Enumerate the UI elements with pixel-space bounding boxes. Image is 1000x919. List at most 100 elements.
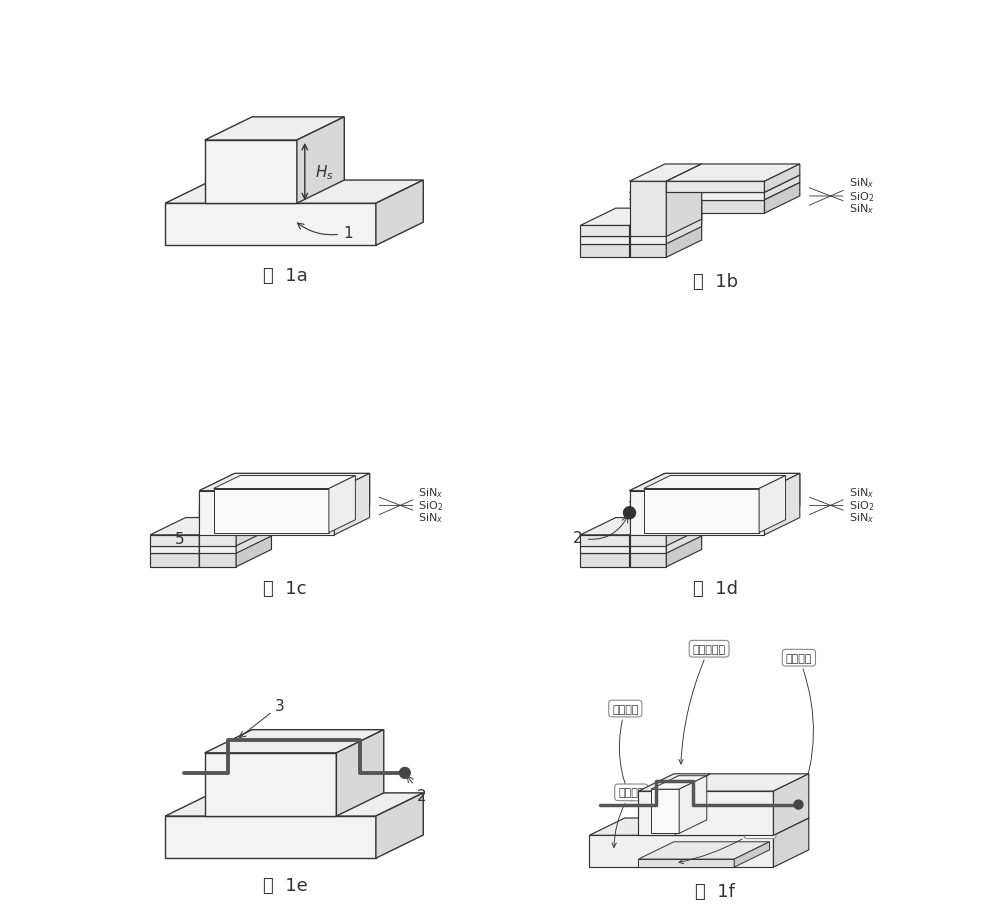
Polygon shape: [630, 485, 702, 502]
Polygon shape: [236, 493, 370, 509]
Polygon shape: [630, 509, 666, 567]
Polygon shape: [675, 774, 809, 791]
Text: SiN$_x$: SiN$_x$: [379, 497, 444, 525]
Polygon shape: [666, 200, 764, 214]
Polygon shape: [630, 165, 702, 182]
Polygon shape: [638, 842, 770, 859]
Circle shape: [624, 507, 635, 519]
Polygon shape: [675, 791, 773, 835]
Polygon shape: [589, 818, 809, 835]
Polygon shape: [666, 474, 800, 491]
Polygon shape: [666, 183, 702, 258]
Polygon shape: [630, 200, 666, 258]
Polygon shape: [199, 474, 271, 491]
Polygon shape: [199, 518, 235, 546]
Polygon shape: [666, 493, 702, 567]
Polygon shape: [764, 485, 800, 509]
Polygon shape: [334, 474, 370, 535]
Polygon shape: [764, 183, 800, 214]
Polygon shape: [630, 227, 665, 258]
Text: SiN$_x$: SiN$_x$: [809, 176, 874, 206]
Polygon shape: [630, 518, 665, 546]
Polygon shape: [644, 489, 759, 533]
Polygon shape: [630, 537, 665, 567]
Polygon shape: [150, 535, 199, 546]
Polygon shape: [764, 493, 800, 523]
Text: SiN$_x$: SiN$_x$: [679, 822, 773, 864]
Polygon shape: [764, 165, 800, 193]
Text: SiO$_2$: SiO$_2$: [810, 190, 874, 204]
Polygon shape: [236, 485, 271, 553]
Polygon shape: [666, 165, 800, 182]
Text: 图  1d: 图 1d: [693, 579, 738, 597]
Polygon shape: [630, 176, 702, 193]
Polygon shape: [638, 774, 711, 791]
Text: SiN$_x$: SiN$_x$: [809, 497, 874, 525]
Text: 1: 1: [297, 224, 353, 241]
Polygon shape: [764, 176, 800, 200]
Polygon shape: [666, 193, 764, 200]
Polygon shape: [199, 493, 271, 509]
Polygon shape: [199, 491, 236, 546]
Polygon shape: [666, 485, 800, 502]
Polygon shape: [675, 774, 711, 835]
Text: 2: 2: [573, 516, 628, 546]
Polygon shape: [773, 774, 809, 835]
Polygon shape: [580, 227, 665, 244]
Text: SiN$_x$: SiN$_x$: [809, 485, 874, 516]
Polygon shape: [759, 476, 786, 533]
Polygon shape: [630, 474, 800, 491]
Polygon shape: [666, 176, 702, 244]
Polygon shape: [336, 730, 384, 816]
Text: 2: 2: [407, 777, 426, 803]
Text: L$_{ch}$: L$_{ch}$: [689, 806, 706, 820]
Polygon shape: [666, 485, 702, 553]
Polygon shape: [199, 491, 334, 535]
Polygon shape: [630, 493, 702, 509]
Polygon shape: [666, 183, 800, 200]
Text: SiN$_x$: SiN$_x$: [809, 188, 874, 215]
Polygon shape: [638, 859, 734, 868]
Polygon shape: [630, 209, 665, 237]
Polygon shape: [679, 776, 707, 834]
Text: H$_s$: H$_s$: [315, 163, 334, 182]
Polygon shape: [666, 176, 800, 193]
Text: 漏极金属: 漏极金属: [786, 653, 813, 801]
Text: 图  1a: 图 1a: [263, 267, 307, 285]
Polygon shape: [630, 491, 666, 546]
Polygon shape: [644, 476, 786, 489]
Polygon shape: [651, 789, 679, 834]
Polygon shape: [580, 237, 630, 244]
Polygon shape: [150, 529, 235, 546]
Polygon shape: [236, 493, 271, 567]
Polygon shape: [334, 493, 370, 523]
Polygon shape: [334, 474, 370, 502]
Polygon shape: [630, 193, 666, 244]
Text: 图  1c: 图 1c: [263, 579, 307, 597]
Polygon shape: [580, 535, 630, 546]
Polygon shape: [205, 141, 297, 204]
Polygon shape: [580, 220, 665, 237]
Polygon shape: [666, 474, 702, 546]
Polygon shape: [165, 816, 376, 858]
Polygon shape: [666, 493, 800, 509]
Polygon shape: [764, 474, 800, 535]
Polygon shape: [376, 181, 423, 246]
Polygon shape: [630, 183, 702, 200]
Circle shape: [794, 800, 803, 809]
Polygon shape: [734, 842, 770, 868]
Polygon shape: [150, 553, 199, 567]
Polygon shape: [150, 546, 199, 553]
Polygon shape: [580, 546, 630, 553]
Polygon shape: [150, 537, 235, 553]
Text: 源极金属: 源极金属: [612, 788, 645, 847]
Polygon shape: [580, 537, 665, 553]
Polygon shape: [630, 182, 666, 237]
Text: 栅极介质层: 栅极介质层: [679, 644, 726, 764]
Polygon shape: [150, 518, 235, 535]
Polygon shape: [630, 220, 665, 244]
Text: 栅极金属: 栅极金属: [612, 704, 639, 801]
Polygon shape: [214, 476, 355, 489]
Polygon shape: [199, 474, 370, 491]
Polygon shape: [580, 518, 665, 535]
